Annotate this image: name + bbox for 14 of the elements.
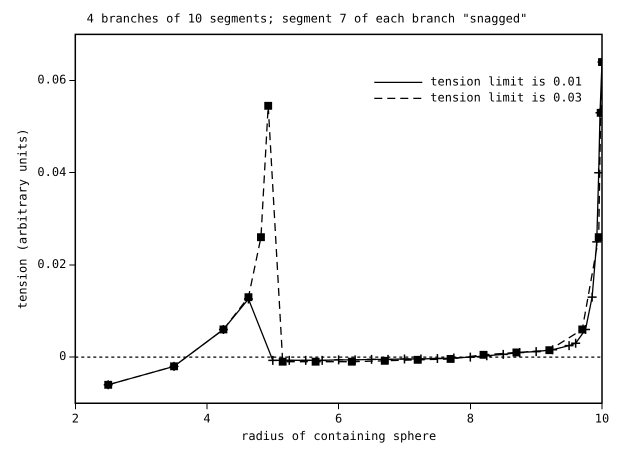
x-tick-label: 4 bbox=[203, 412, 211, 426]
y-tick-label: 0.02 bbox=[37, 257, 66, 272]
x-tick-label: 2 bbox=[72, 412, 79, 426]
chart-title: 4 branches of 10 segments; segment 7 of each branch "snagged" bbox=[86, 11, 528, 26]
x-tick-label: 10 bbox=[594, 412, 610, 426]
y-tick-label: 0 bbox=[59, 349, 66, 364]
x-tick-label: 8 bbox=[466, 412, 474, 426]
y-tick-label: 0.04 bbox=[37, 164, 66, 179]
y-tick-label: 0.06 bbox=[37, 72, 66, 87]
y-axis-title: tension (arbitrary units) bbox=[15, 128, 30, 310]
legend-label: tension limit is 0.03 bbox=[430, 90, 582, 105]
legend-label: tension limit is 0.01 bbox=[430, 74, 582, 89]
x-axis-title: radius of containing sphere bbox=[241, 428, 436, 443]
x-tick-label: 6 bbox=[335, 412, 342, 426]
